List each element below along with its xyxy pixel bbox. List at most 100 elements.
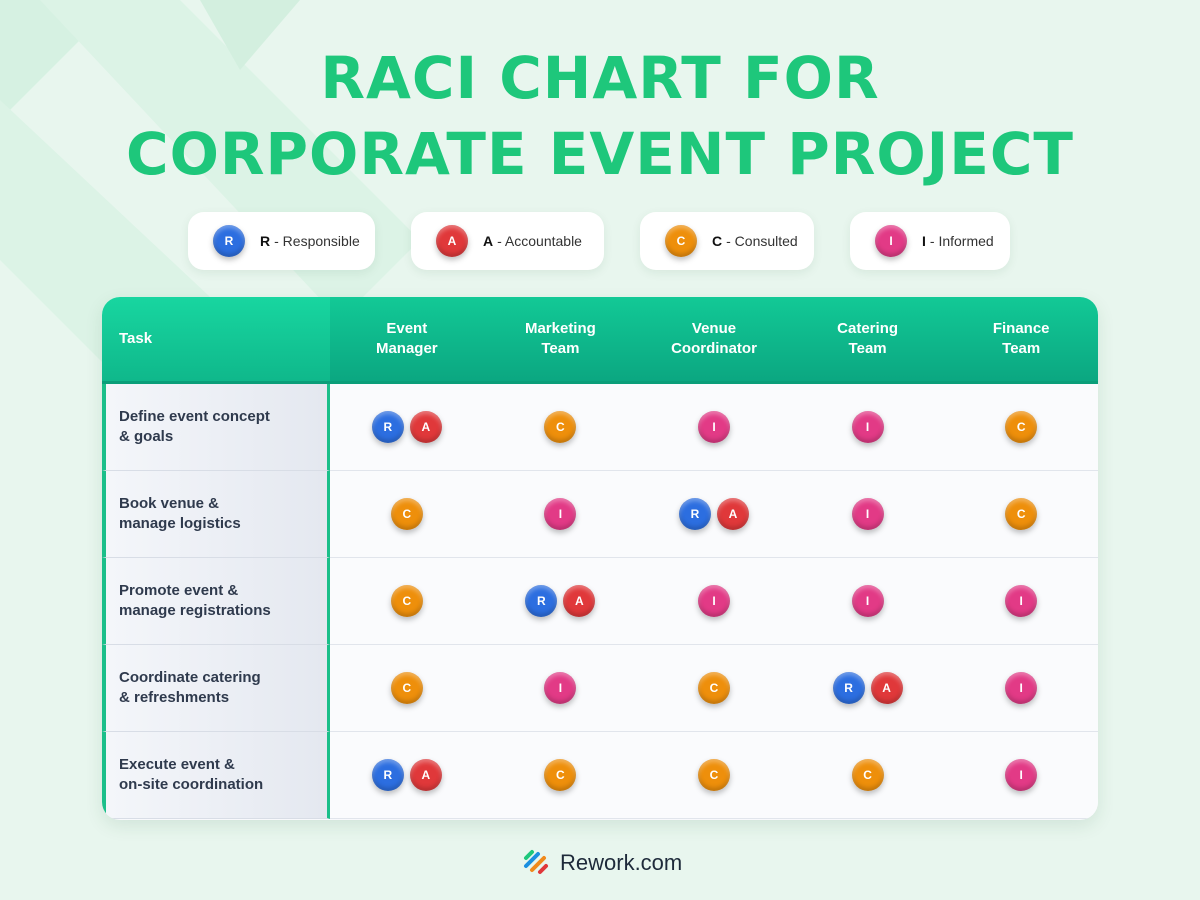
raci-badge: I xyxy=(851,585,884,617)
logo-icon xyxy=(524,850,548,874)
raci-cell: C xyxy=(483,384,638,471)
column-header: Venue Coordinator xyxy=(637,297,791,384)
header-line: Task xyxy=(119,330,153,347)
raci-cell: I xyxy=(944,645,1098,732)
raci-table: Task Event Manager Marketing Team Venue Coordi… xyxy=(102,297,1098,820)
legend-text: - Informed xyxy=(929,233,994,249)
task-cell: Execute event & on-site coordination xyxy=(102,732,330,819)
raci-cell: C xyxy=(944,384,1098,471)
raci-badge: C xyxy=(697,672,730,704)
raci-badge: R xyxy=(213,225,245,257)
raci-badge: C xyxy=(544,759,577,791)
raci-cell: C xyxy=(637,732,791,819)
raci-badge: A xyxy=(409,411,442,443)
raci-cell: I xyxy=(637,384,791,471)
raci-badge: A xyxy=(870,672,903,704)
raci-badge: C xyxy=(1005,411,1038,443)
header-line: Venue xyxy=(691,320,737,337)
raci-badge: I xyxy=(851,498,884,530)
raci-cell: C xyxy=(330,645,484,732)
task-line: Execute event & xyxy=(119,756,235,773)
raci-cell: C xyxy=(330,558,484,645)
raci-badge: R xyxy=(832,672,865,704)
header-line: Event xyxy=(386,320,428,337)
raci-badge: I xyxy=(1005,759,1038,791)
raci-cell: I xyxy=(944,732,1098,819)
raci-badge: I xyxy=(1005,585,1038,617)
legend-letter: A xyxy=(483,233,494,249)
task-line: manage registrations xyxy=(119,602,271,619)
raci-badge: R xyxy=(525,585,558,617)
header-line: Manager xyxy=(375,340,438,357)
raci-badge: I xyxy=(1005,672,1038,704)
raci-badge: A xyxy=(436,225,468,257)
raci-cell: I xyxy=(637,558,791,645)
raci-badge: I xyxy=(697,411,730,443)
raci-badge: A xyxy=(563,585,596,617)
header-line: Finance xyxy=(992,320,1050,337)
raci-cell: I xyxy=(483,471,638,558)
raci-badge: R xyxy=(371,759,404,791)
raci-badge: C xyxy=(665,225,697,257)
task-cell: Coordinate catering & refreshments xyxy=(102,645,330,732)
task-cell: Promote event & manage registrations xyxy=(102,558,330,645)
raci-badge: C xyxy=(390,585,423,617)
header-line: Team xyxy=(541,340,580,357)
header-line: Coordinator xyxy=(671,340,757,357)
raci-badge: C xyxy=(390,672,423,704)
task-line: & goals xyxy=(119,428,174,445)
column-header: Catering Team xyxy=(790,297,945,384)
task-line: Promote event & xyxy=(119,582,239,599)
task-line: Coordinate catering xyxy=(119,669,261,686)
task-line: manage logistics xyxy=(119,515,241,532)
raci-badge: C xyxy=(697,759,730,791)
header-line: Team xyxy=(848,340,887,357)
legend-text: - Accountable xyxy=(497,233,582,249)
raci-badge: I xyxy=(851,411,884,443)
header-line: Team xyxy=(1002,340,1041,357)
raci-badge: R xyxy=(371,411,404,443)
column-header: Task xyxy=(102,297,330,384)
brand: Rework.com xyxy=(560,850,683,875)
column-header: Finance Team xyxy=(944,297,1098,384)
title-line: CORPORATE EVENT PROJECT xyxy=(126,120,1074,188)
raci-cell: C xyxy=(330,471,484,558)
raci-badge: C xyxy=(390,498,423,530)
task-cell: Book venue & manage logistics xyxy=(102,471,330,558)
raci-badge: I xyxy=(875,225,907,257)
raci-badge: C xyxy=(544,411,577,443)
raci-cell: I xyxy=(790,384,945,471)
legend-text: - Responsible xyxy=(274,233,360,249)
legend-letter: C xyxy=(712,233,723,249)
raci-cell: C xyxy=(637,645,791,732)
raci-cell: C xyxy=(790,732,945,819)
raci-badge: I xyxy=(697,585,730,617)
legend-letter: I xyxy=(922,233,926,249)
raci-cell: I xyxy=(790,471,945,558)
column-header: Event Manager xyxy=(330,297,484,384)
title: RACI CHART FOR CORPORATE EVENT PROJECT xyxy=(0,40,1200,192)
raci-badge: I xyxy=(544,672,577,704)
legend-letter: R xyxy=(260,233,271,249)
raci-badge: A xyxy=(716,498,749,530)
title-line: RACI CHART FOR xyxy=(320,44,880,112)
task-line: on-site coordination xyxy=(119,776,264,793)
footer: Rework.com xyxy=(522,848,682,878)
header-line: Marketing xyxy=(524,320,596,337)
raci-cell: C xyxy=(483,732,638,819)
raci-cell: I xyxy=(483,645,638,732)
raci-cell: I xyxy=(944,558,1098,645)
header-line: Catering xyxy=(837,320,899,337)
task-line: Book venue & xyxy=(119,495,220,512)
legend-text: - Consulted xyxy=(726,233,798,249)
raci-badge: I xyxy=(544,498,577,530)
task-cell: Define event concept & goals xyxy=(102,384,330,471)
task-line: & refreshments xyxy=(119,689,230,706)
